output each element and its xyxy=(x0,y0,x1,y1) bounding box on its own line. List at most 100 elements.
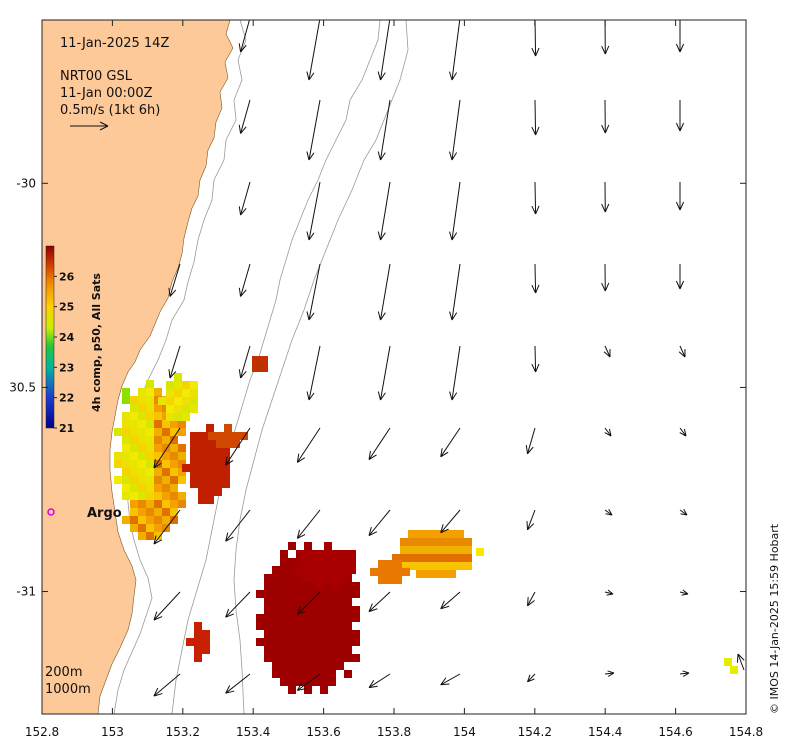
sst-pixel xyxy=(146,412,154,420)
sst-pixel xyxy=(146,532,154,540)
sst-pixel xyxy=(378,568,386,576)
current-arrow xyxy=(675,182,685,211)
sst-pixel xyxy=(320,638,328,646)
sst-pixel xyxy=(138,492,146,500)
sst-pixel xyxy=(138,476,146,484)
current-arrow xyxy=(440,509,461,534)
current-arrow xyxy=(603,345,611,358)
sst-pixel xyxy=(300,566,308,574)
sst-pixel xyxy=(138,428,146,436)
sst-pixel xyxy=(170,484,178,492)
sst-pixel xyxy=(280,606,288,614)
depth-label-200m: 200m xyxy=(45,665,82,680)
sst-pixel xyxy=(320,654,328,662)
sst-pixel xyxy=(456,562,464,570)
current-arrow xyxy=(526,509,536,531)
sst-pixel xyxy=(304,622,312,630)
current-arrow xyxy=(679,427,687,437)
sst-pixel xyxy=(296,654,304,662)
sst-pixel xyxy=(166,405,174,413)
sst-pixel xyxy=(272,662,280,670)
sst-pixel xyxy=(304,678,312,686)
sst-pixel xyxy=(272,590,280,598)
sst-pixel xyxy=(416,570,424,578)
sst-pixel xyxy=(178,500,186,508)
sst-pixel xyxy=(166,397,174,405)
current-arrow xyxy=(306,20,321,81)
sst-pixel xyxy=(440,570,448,578)
sst-pixel xyxy=(280,678,288,686)
scale-arrow xyxy=(70,121,109,131)
sst-pixel xyxy=(154,452,162,460)
sst-pixel xyxy=(130,476,138,484)
sst-pixel xyxy=(170,460,178,468)
sst-pixel xyxy=(264,654,272,662)
current-arrow xyxy=(736,653,745,671)
current-arrow xyxy=(296,427,321,463)
sst-pixel xyxy=(170,476,178,484)
sst-pixel xyxy=(336,590,344,598)
sst-pixel xyxy=(146,492,154,500)
current-arrow xyxy=(448,20,461,81)
sst-pixel xyxy=(166,413,174,421)
sst-pixel xyxy=(320,686,328,694)
sst-pixel xyxy=(272,630,280,638)
sst-pixel xyxy=(264,574,272,582)
sst-pixel xyxy=(296,590,304,598)
sst-pixel xyxy=(296,630,304,638)
sst-pixel xyxy=(190,456,198,464)
sst-pixel xyxy=(386,576,394,584)
sst-pixel xyxy=(174,413,182,421)
current-arrow xyxy=(449,181,461,241)
sst-pixel xyxy=(146,452,154,460)
sst-pixel xyxy=(324,574,332,582)
sst-pixel xyxy=(264,582,272,590)
sst-pixel xyxy=(448,562,456,570)
sst-pixel xyxy=(348,558,356,566)
sst-pixel xyxy=(352,590,360,598)
sst-pixel xyxy=(174,397,182,405)
isobath-deep xyxy=(233,20,409,714)
sst-pixel xyxy=(130,444,138,452)
x-tick-label: 153 xyxy=(101,725,124,739)
sst-pixel xyxy=(280,566,288,574)
sst-pixel xyxy=(312,638,320,646)
sst-pixel xyxy=(332,558,340,566)
sst-pixel xyxy=(130,420,138,428)
sst-pixel xyxy=(316,566,324,574)
current-arrow xyxy=(368,509,391,537)
sst-pixel xyxy=(324,558,332,566)
sst-pixel xyxy=(166,381,174,389)
sst-pixel xyxy=(730,666,738,674)
sst-pixel xyxy=(296,638,304,646)
current-arrow xyxy=(525,427,536,455)
sst-pixel xyxy=(232,432,240,440)
current-arrow xyxy=(238,263,251,297)
current-arrow xyxy=(153,673,181,697)
argo-float-marker[interactable] xyxy=(47,508,55,516)
sst-pixel xyxy=(178,492,186,500)
land-mass xyxy=(42,20,234,714)
sst-pixel xyxy=(222,480,230,488)
sst-pixel xyxy=(214,464,222,472)
sst-pixel xyxy=(138,532,146,540)
sst-pixel-layer xyxy=(114,356,738,694)
sst-pixel xyxy=(288,574,296,582)
sst-pixel xyxy=(162,460,170,468)
sst-pixel xyxy=(130,484,138,492)
sst-pixel xyxy=(154,388,162,396)
sst-pixel xyxy=(174,389,182,397)
sst-pixel xyxy=(288,670,296,678)
sst-pixel xyxy=(280,550,288,558)
sst-pixel xyxy=(146,508,154,516)
sst-pixel xyxy=(146,380,154,388)
sst-pixel xyxy=(344,654,352,662)
sst-pixel xyxy=(272,638,280,646)
current-arrow xyxy=(440,673,461,686)
sst-pixel xyxy=(190,448,198,456)
sst-pixel xyxy=(272,622,280,630)
sst-pixel xyxy=(432,538,440,546)
sst-pixel xyxy=(146,420,154,428)
colorbar-title: 4h comp, p50, All Sats xyxy=(90,273,103,412)
